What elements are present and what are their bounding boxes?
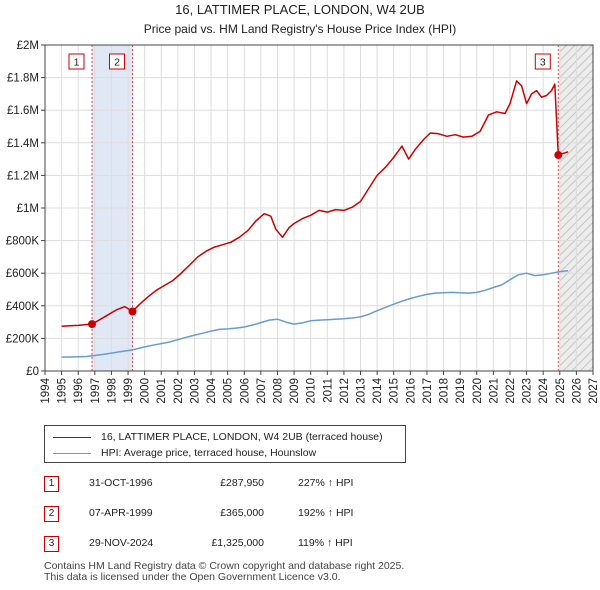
x-tick-label: 2021 bbox=[488, 378, 500, 404]
x-tick-label: 2026 bbox=[571, 378, 583, 404]
y-tick-label: £400K bbox=[6, 301, 40, 313]
footer-line-copyright: Contains HM Land Registry data © Crown c… bbox=[44, 560, 405, 572]
x-tick-label: 2015 bbox=[389, 378, 401, 404]
legend-swatch-property bbox=[53, 436, 91, 438]
transaction-row: 2 07-APR-1999 £365,000 192% ↑ HPI bbox=[44, 503, 464, 533]
chart-legend: 16, LATTIMER PLACE, LONDON, W4 2UB (terr… bbox=[44, 425, 406, 463]
x-tick-label: 1998 bbox=[106, 378, 118, 404]
transaction-number: 3 bbox=[44, 536, 59, 552]
x-tick-label: 2016 bbox=[405, 378, 417, 404]
legend-label-hpi: HPI: Average price, terraced house, Houn… bbox=[101, 447, 317, 459]
x-tick-label: 2024 bbox=[538, 377, 550, 403]
y-tick-label: £0 bbox=[26, 366, 39, 378]
transaction-price: £365,000 bbox=[220, 507, 264, 519]
x-tick-label: 1994 bbox=[40, 377, 52, 403]
price-chart: 16, LATTIMER PLACE, LONDON, W4 2UB Price … bbox=[6, 2, 600, 404]
y-tick-label: £1M bbox=[17, 203, 39, 215]
x-tick-label: 2008 bbox=[272, 378, 284, 404]
x-tick-label: 2011 bbox=[322, 378, 334, 403]
y-tick-label: £200K bbox=[6, 333, 40, 345]
hpi-series-line bbox=[61, 270, 569, 358]
marker-3-box bbox=[534, 53, 551, 70]
chart-subtitle: Price paid vs. HM Land Registry's House … bbox=[144, 22, 456, 36]
footer-attribution: Contains HM Land Registry data © Crown c… bbox=[44, 561, 404, 583]
x-tick-label: 2018 bbox=[439, 378, 451, 404]
x-tick-label: 2010 bbox=[306, 378, 318, 404]
x-tick-label: 1999 bbox=[123, 378, 135, 404]
x-tick-label: 2027 bbox=[588, 378, 600, 404]
transaction-price: £287,950 bbox=[220, 477, 264, 489]
legend-item-hpi: HPI: Average price, terraced house, Houn… bbox=[53, 445, 316, 461]
x-tick-label: 2023 bbox=[522, 378, 534, 404]
x-tick-label: 2007 bbox=[256, 378, 268, 404]
y-tick-label: £1.2M bbox=[7, 170, 39, 182]
legend-label-property: 16, LATTIMER PLACE, LONDON, W4 2UB (terr… bbox=[101, 431, 383, 443]
marker-3-point bbox=[554, 151, 563, 160]
transaction-row: 1 31-OCT-1996 £287,950 227% ↑ HPI bbox=[44, 473, 464, 503]
transaction-hpi: 227% ↑ HPI bbox=[298, 477, 354, 489]
x-tick-label: 2002 bbox=[173, 378, 185, 404]
marker-3-label: 3 bbox=[540, 57, 546, 69]
transactions-table: 1 31-OCT-1996 £287,950 227% ↑ HPI 2 07-A… bbox=[44, 473, 464, 563]
x-tick-label: 2014 bbox=[372, 377, 384, 403]
marker-2-box bbox=[109, 53, 126, 70]
marker-1-point bbox=[87, 320, 96, 329]
x-tick-label: 2006 bbox=[239, 378, 251, 404]
y-tick-label: £2M bbox=[17, 40, 39, 52]
legend-swatch-hpi bbox=[53, 452, 91, 454]
x-tick-label: 2019 bbox=[455, 378, 467, 404]
x-tick-label: 1996 bbox=[73, 378, 85, 404]
footer-line-licence: This data is licensed under the Open Gov… bbox=[44, 571, 341, 583]
x-tick-label: 2003 bbox=[189, 378, 201, 404]
transaction-hpi: 119% ↑ HPI bbox=[298, 537, 353, 549]
y-tick-label: £800K bbox=[6, 236, 40, 248]
y-tick-label: £1.8M bbox=[7, 73, 39, 85]
y-tick-label: £1.4M bbox=[7, 138, 39, 150]
x-tick-label: 2000 bbox=[140, 378, 152, 404]
y-tick-label: £1.6M bbox=[7, 105, 39, 117]
transaction-hpi: 192% ↑ HPI bbox=[298, 507, 354, 519]
x-tick-label: 2012 bbox=[339, 378, 351, 404]
transaction-price: £1,325,000 bbox=[211, 537, 264, 549]
x-tick-label: 2009 bbox=[289, 378, 301, 404]
x-tick-label: 1995 bbox=[57, 378, 69, 404]
transaction-number: 1 bbox=[44, 476, 59, 492]
transaction-row: 3 29-NOV-2024 £1,325,000 119% ↑ HPI bbox=[44, 533, 464, 563]
x-tick-label: 2025 bbox=[555, 378, 567, 404]
x-tick-label: 2022 bbox=[505, 378, 517, 404]
transaction-date: 31-OCT-1996 bbox=[89, 477, 153, 489]
marker-1-label: 1 bbox=[74, 57, 80, 69]
x-tick-label: 2005 bbox=[223, 378, 235, 404]
y-tick-label: £600K bbox=[6, 268, 40, 280]
x-tick-label: 2020 bbox=[472, 378, 484, 404]
marker-1-box bbox=[68, 53, 85, 70]
property-series-line bbox=[61, 80, 569, 327]
x-tick-label: 2004 bbox=[206, 377, 218, 403]
marker-2-label: 2 bbox=[114, 57, 120, 69]
transaction-date: 29-NOV-2024 bbox=[89, 537, 154, 549]
x-tick-label: 1997 bbox=[90, 378, 102, 404]
x-tick-label: 2017 bbox=[422, 378, 434, 404]
transaction-date: 07-APR-1999 bbox=[89, 507, 153, 519]
x-tick-label: 2013 bbox=[356, 378, 368, 404]
x-tick-label: 2001 bbox=[156, 378, 168, 404]
marker-2-point bbox=[128, 307, 137, 316]
chart-title: 16, LATTIMER PLACE, LONDON, W4 2UB bbox=[175, 2, 425, 17]
transaction-number: 2 bbox=[44, 506, 59, 522]
legend-item-property: 16, LATTIMER PLACE, LONDON, W4 2UB (terr… bbox=[53, 429, 383, 445]
